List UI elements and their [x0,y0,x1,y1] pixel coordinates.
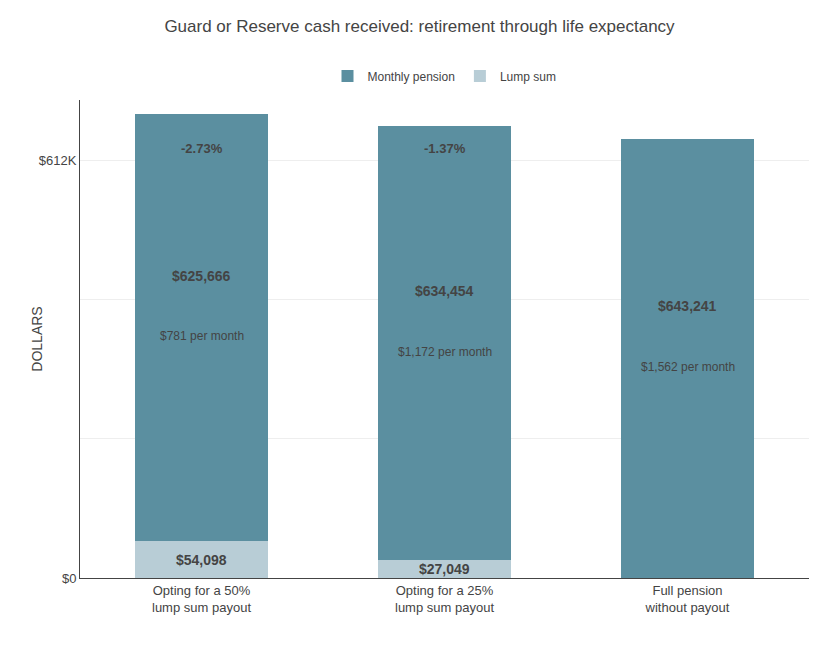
svg-text:$612K: $612K [39,153,77,168]
svg-text:Full pensionwithout payout: Full pensionwithout payout [645,583,730,615]
svg-text:$634,454: $634,454 [415,283,474,299]
svg-text:$27,049: $27,049 [419,561,470,577]
svg-text:$1,562 per month: $1,562 per month [641,360,735,374]
svg-text:Guard or Reserve cash received: Guard or Reserve cash received: retireme… [164,17,675,36]
svg-text:$643,241: $643,241 [658,298,717,314]
svg-text:Opting for a 25%lump sum payou: Opting for a 25%lump sum payout [395,583,494,615]
svg-text:-1.37%: -1.37% [424,141,466,156]
svg-text:$1,172 per month: $1,172 per month [398,345,492,359]
svg-text:$781 per month: $781 per month [160,329,244,343]
svg-text:DOLLARS: DOLLARS [29,306,45,371]
svg-text:$0: $0 [62,571,76,586]
svg-text:Lump sum: Lump sum [500,70,556,84]
svg-text:-2.73%: -2.73% [181,141,223,156]
svg-text:Monthly pension: Monthly pension [368,70,455,84]
svg-text:$625,666: $625,666 [172,268,231,284]
svg-text:$54,098: $54,098 [176,552,227,568]
svg-text:Opting for a 50%lump sum payou: Opting for a 50%lump sum payout [152,583,251,615]
